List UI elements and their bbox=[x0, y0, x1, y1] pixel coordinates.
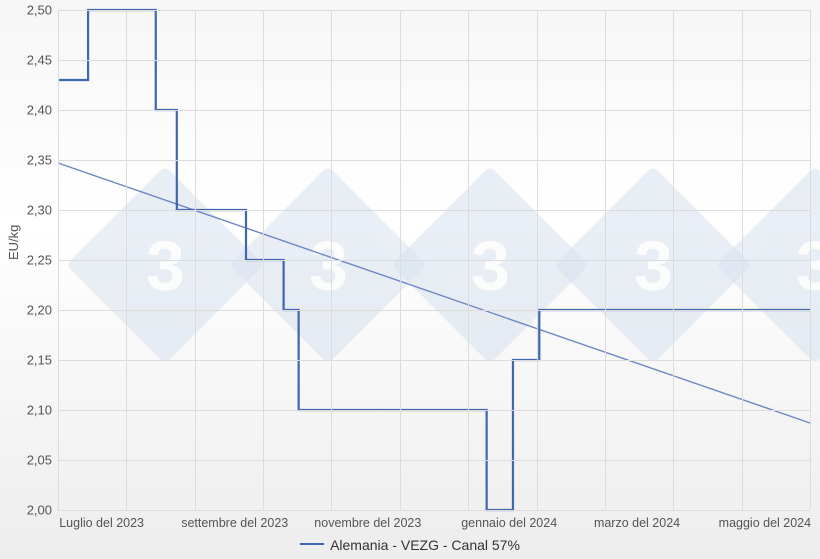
y-tick-label: 2,40 bbox=[27, 103, 58, 118]
gridline-vertical bbox=[331, 10, 332, 510]
x-tick-label: settembre del 2023 bbox=[181, 510, 288, 530]
gridline-horizontal bbox=[58, 460, 810, 461]
x-tick-label: gennaio del 2024 bbox=[461, 510, 557, 530]
gridline-horizontal bbox=[58, 10, 810, 11]
y-tick-label: 2,20 bbox=[27, 303, 58, 318]
gridline-horizontal bbox=[58, 410, 810, 411]
y-tick-label: 2,35 bbox=[27, 153, 58, 168]
y-tick-label: 2,05 bbox=[27, 453, 58, 468]
legend-swatch bbox=[300, 543, 324, 545]
gridline-vertical bbox=[126, 10, 127, 510]
gridline-horizontal bbox=[58, 260, 810, 261]
gridline-vertical bbox=[468, 10, 469, 510]
legend-text: Alemania - VEZG - Canal 57% bbox=[330, 537, 520, 553]
price-chart: 33333 EU/kg 2,002,052,102,152,202,252,30… bbox=[0, 0, 820, 559]
gridline-horizontal bbox=[58, 160, 810, 161]
gridline-horizontal bbox=[58, 60, 810, 61]
y-tick-label: 2,00 bbox=[27, 503, 58, 518]
y-tick-label: 2,45 bbox=[27, 53, 58, 68]
gridline-vertical bbox=[673, 10, 674, 510]
gridline-vertical bbox=[742, 10, 743, 510]
gridline-horizontal bbox=[58, 110, 810, 111]
gridline-horizontal bbox=[58, 360, 810, 361]
y-tick-label: 2,10 bbox=[27, 403, 58, 418]
gridline-vertical bbox=[605, 10, 606, 510]
plot-area: 2,002,052,102,152,202,252,302,352,402,45… bbox=[58, 10, 810, 510]
gridline-horizontal bbox=[58, 210, 810, 211]
gridline-horizontal bbox=[58, 310, 810, 311]
y-tick-label: 2,15 bbox=[27, 353, 58, 368]
gridline-horizontal bbox=[58, 510, 810, 511]
x-tick-label: novembre del 2023 bbox=[314, 510, 421, 530]
y-axis-label: EU/kg bbox=[6, 225, 21, 260]
gridline-vertical bbox=[810, 10, 811, 510]
x-tick-label: maggio del 2024 bbox=[719, 510, 811, 530]
y-tick-label: 2,30 bbox=[27, 203, 58, 218]
legend: Alemania - VEZG - Canal 57% bbox=[0, 537, 820, 553]
gridline-vertical bbox=[537, 10, 538, 510]
gridline-vertical bbox=[263, 10, 264, 510]
gridline-vertical bbox=[195, 10, 196, 510]
y-tick-label: 2,25 bbox=[27, 253, 58, 268]
x-tick-label: marzo del 2024 bbox=[594, 510, 680, 530]
gridline-vertical bbox=[58, 10, 59, 510]
y-tick-label: 2,50 bbox=[27, 3, 58, 18]
trend-line bbox=[58, 163, 810, 423]
gridline-vertical bbox=[400, 10, 401, 510]
x-tick-label: Luglio del 2023 bbox=[59, 510, 144, 530]
